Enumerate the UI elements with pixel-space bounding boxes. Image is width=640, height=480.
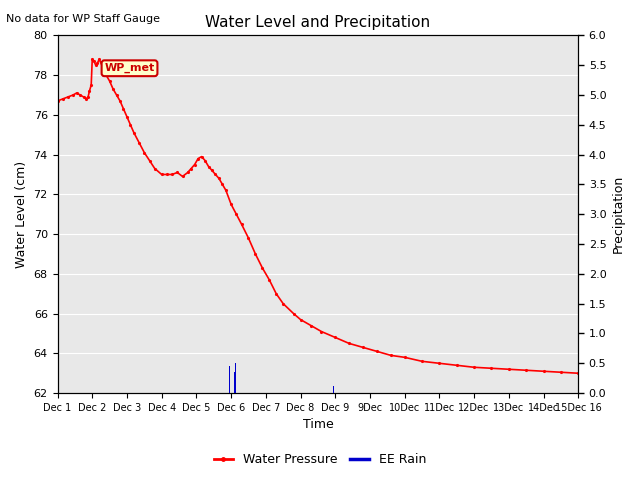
Y-axis label: Precipitation: Precipitation [612,175,625,253]
Title: Water Level and Precipitation: Water Level and Precipitation [205,15,431,30]
Text: No data for WP Staff Gauge: No data for WP Staff Gauge [6,14,161,24]
X-axis label: Time: Time [303,419,333,432]
Legend: Water Pressure, EE Rain: Water Pressure, EE Rain [209,448,431,471]
Y-axis label: Water Level (cm): Water Level (cm) [15,161,28,268]
Text: WP_met: WP_met [104,63,155,73]
